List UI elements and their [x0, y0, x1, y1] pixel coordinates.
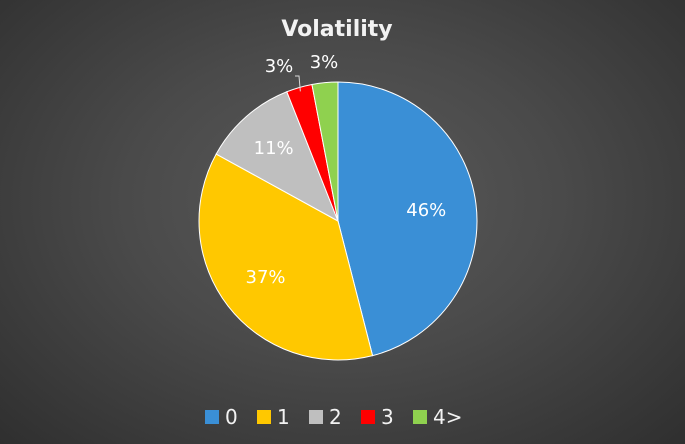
data-label-3: 3%	[265, 56, 294, 77]
legend-label-3: 3	[381, 405, 394, 429]
data-label-2: 11%	[254, 138, 294, 159]
legend-label-2: 2	[329, 405, 342, 429]
chart-title: Volatility	[281, 17, 392, 42]
legend-swatch-3	[361, 410, 375, 424]
leader-line-3	[295, 75, 301, 92]
pie-slices	[198, 81, 478, 361]
data-labels: 46% 37% 11% 3% 3%	[246, 52, 447, 288]
legend-label-1: 1	[277, 405, 290, 429]
pie-slice-1	[198, 153, 374, 361]
legend-label-4: 4>	[433, 405, 462, 429]
legend-swatch-4	[413, 410, 427, 424]
legend-swatch-2	[309, 410, 323, 424]
pie-slice-0	[337, 81, 478, 357]
data-label-1: 37%	[246, 267, 286, 288]
legend: 0 1 2 3 4>	[205, 405, 462, 429]
legend-swatch-1	[257, 410, 271, 424]
label-connectors	[295, 75, 301, 92]
data-label-0: 46%	[406, 200, 446, 221]
pie-slice-2	[215, 91, 339, 223]
pie-slice-4	[311, 81, 339, 222]
legend-label-0: 0	[225, 405, 238, 429]
data-label-4: 3%	[310, 52, 339, 73]
legend-swatch-0	[205, 410, 219, 424]
